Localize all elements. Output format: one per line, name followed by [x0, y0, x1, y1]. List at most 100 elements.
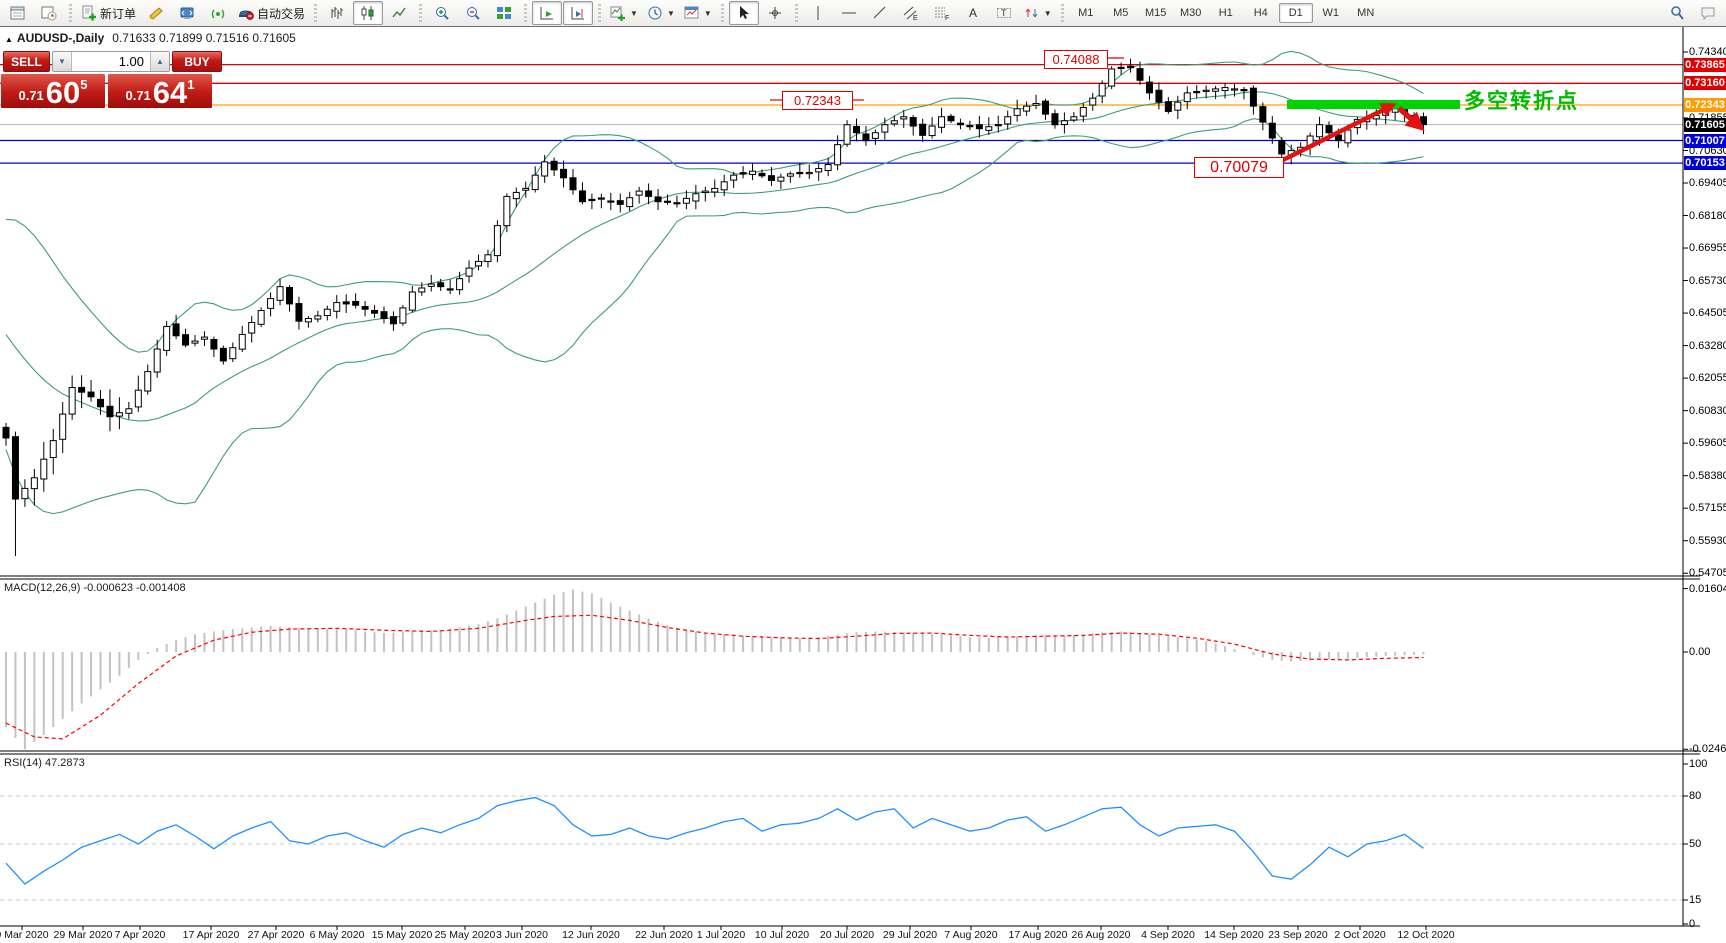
candle-body	[767, 175, 775, 181]
resistance-price-label[interactable]: 0.72343	[782, 91, 853, 110]
tile-windows-button[interactable]	[489, 1, 519, 25]
low-price-label[interactable]: 0.70079	[1194, 157, 1284, 178]
candle-body	[975, 124, 983, 130]
window-button[interactable]	[3, 1, 33, 25]
market-button[interactable]	[141, 1, 171, 25]
tf-button-M15[interactable]: M15	[1145, 7, 1167, 19]
candle-body	[938, 116, 946, 128]
volume-decrease-button[interactable]: ▼	[53, 52, 72, 71]
candle-body	[947, 115, 955, 122]
candle-body	[607, 200, 615, 203]
chart-shift-button[interactable]	[563, 1, 594, 25]
fibonacci-button[interactable]: F	[927, 1, 957, 25]
tf-button-M1[interactable]: M1	[1078, 7, 1094, 19]
volume-input[interactable]: 1.00	[72, 52, 150, 71]
price-tick-label: 0.74340	[1689, 46, 1726, 58]
cursor-icon	[739, 6, 749, 19]
vertical-line-button[interactable]	[803, 1, 833, 25]
tester-button[interactable]	[34, 1, 64, 25]
candle-body	[11, 436, 19, 500]
line-chart-button[interactable]	[384, 1, 414, 25]
zoom-in-button[interactable]	[427, 1, 457, 25]
date-tick-label: 25 May 2020	[434, 929, 496, 941]
trendline-button[interactable]	[865, 1, 895, 25]
crosshair-button[interactable]	[760, 1, 790, 25]
down-arrow[interactable]	[1397, 105, 1425, 132]
macd-label: MACD(12,26,9) -0.000623 -0.001408	[4, 582, 186, 594]
text-button[interactable]: A	[958, 1, 988, 25]
candle-body	[1316, 124, 1324, 138]
candle-body	[1391, 108, 1399, 113]
tf-button-D1[interactable]: D1	[1278, 3, 1313, 23]
horizontal-line-button[interactable]	[834, 1, 864, 25]
chart-marker-icon: ▲	[5, 35, 13, 44]
candle-body	[446, 288, 454, 291]
new-order-button[interactable]: 新订单	[77, 1, 140, 25]
candle-body	[418, 287, 426, 293]
text-icon: A	[969, 6, 977, 20]
candle-body	[333, 302, 341, 312]
tf-button-H4[interactable]: H4	[1253, 7, 1268, 19]
candle-body	[616, 200, 624, 205]
candle-body	[503, 195, 511, 227]
candle-body	[701, 190, 709, 194]
candle-body	[1212, 88, 1220, 92]
volume-increase-button[interactable]: ▲	[150, 52, 169, 71]
cursor-button[interactable]	[728, 1, 759, 25]
candle-body	[512, 191, 520, 200]
candle-body	[730, 174, 738, 181]
date-tick-label: 20 Jul 2020	[819, 929, 875, 941]
price-badge: 0.73865	[1684, 57, 1726, 72]
arrows-button[interactable]: ▼	[1020, 1, 1056, 25]
bars-icon	[331, 7, 344, 19]
green-zone-rectangle[interactable]	[1287, 100, 1460, 109]
signals-icon	[211, 9, 225, 19]
tf-button-W1[interactable]: W1	[1322, 7, 1339, 19]
high-price-label[interactable]: 0.74088	[1044, 50, 1108, 69]
chat-button[interactable]	[1693, 1, 1723, 25]
bars-chart-button[interactable]	[322, 1, 352, 25]
sell-button[interactable]: SELL	[3, 51, 50, 72]
tf-button-MN[interactable]: MN	[1357, 7, 1375, 19]
candle-body	[1325, 125, 1333, 134]
up-trend-arrow[interactable]	[1281, 103, 1397, 163]
zoom-out-button[interactable]	[458, 1, 488, 25]
candle-body	[1278, 140, 1286, 155]
sell-price-panel[interactable]: 0.71 60 5	[1, 74, 105, 108]
buy-price-panel[interactable]: 0.71 64 1	[108, 74, 212, 108]
autotrading-button[interactable]: 自动交易	[234, 1, 309, 25]
editor-button[interactable]	[172, 1, 202, 25]
templates-button[interactable]: ▼	[680, 1, 716, 25]
candle-body	[1013, 108, 1021, 116]
indicators-button[interactable]: ▼	[606, 1, 642, 25]
svg-text:A: A	[969, 6, 977, 20]
auto-scroll-button[interactable]	[532, 1, 563, 25]
turning-point-text[interactable]: 多空转折点	[1464, 90, 1579, 113]
candle-body	[210, 339, 218, 350]
candle-body	[389, 316, 397, 325]
candle-body	[106, 405, 114, 418]
macd-axis-label: 0.00	[1689, 646, 1711, 658]
chart-title: ▲ AUDUSD-,Daily 0.71633 0.71899 0.71516 0.…	[5, 31, 296, 45]
tf-button-M30[interactable]: M30	[1180, 7, 1202, 19]
search-button[interactable]	[1662, 1, 1692, 25]
toolbar-grip	[720, 4, 724, 22]
label-button[interactable]: T	[989, 1, 1019, 25]
buy-price-big: 64	[152, 74, 188, 110]
candle-body	[843, 124, 851, 145]
periods-button[interactable]: ▼	[643, 1, 679, 25]
candle-body	[1249, 87, 1257, 107]
candle-body	[1344, 129, 1352, 144]
tf-button-H1[interactable]: H1	[1218, 7, 1233, 19]
periods-icon	[648, 6, 662, 20]
candles-chart-button[interactable]	[353, 1, 384, 25]
candle-body	[163, 325, 171, 351]
tf-button-M5[interactable]: M5	[1113, 7, 1129, 19]
signals-button[interactable]	[203, 1, 233, 25]
candle-body	[1023, 105, 1031, 112]
candle-body	[304, 318, 312, 323]
channel-button[interactable]: E	[896, 1, 926, 25]
candle-body	[909, 117, 917, 127]
buy-button[interactable]: BUY	[172, 51, 222, 72]
